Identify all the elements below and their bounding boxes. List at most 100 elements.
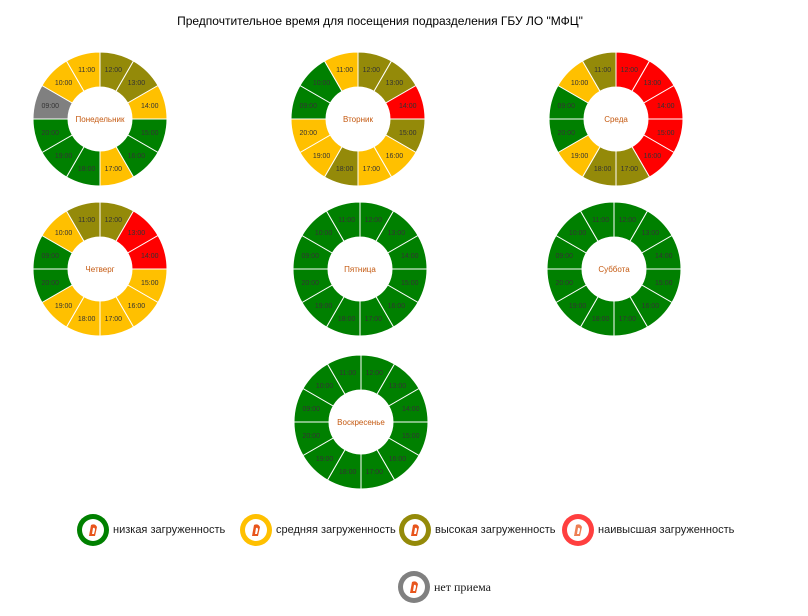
hour-label: 17:00 xyxy=(363,166,381,173)
legend-low-icon xyxy=(77,514,109,546)
hour-label: 14:00 xyxy=(141,253,159,260)
donut-1: 12:00 13:00 14:00 15:00 16:00 17:00 18:00 19:00… xyxy=(32,51,168,187)
legend-label-highest: наивысшая загруженность xyxy=(598,524,735,536)
hour-label: 19:00 xyxy=(55,153,73,160)
legend-medium-icon xyxy=(240,514,272,546)
hour-label: 20:00 xyxy=(299,130,317,137)
hour-label: 19:00 xyxy=(315,303,333,310)
day-label: Четверг xyxy=(85,265,114,274)
day-label: Пятница xyxy=(344,265,376,274)
hour-label: 13:00 xyxy=(128,80,146,87)
hour-label: 17:00 xyxy=(365,316,383,323)
hour-label: 13:00 xyxy=(386,80,404,87)
day-label: Суббота xyxy=(598,265,630,274)
hour-label: 18:00 xyxy=(339,469,357,476)
hour-label: 12:00 xyxy=(366,370,384,377)
hour-label: 11:00 xyxy=(336,67,353,74)
hour-label: 13:00 xyxy=(389,383,407,390)
hour-label: 12:00 xyxy=(365,217,383,224)
hour-label: 09:00 xyxy=(41,253,59,260)
hour-label: 16:00 xyxy=(644,153,662,160)
donut-4: 12:00 13:00 14:00 15:00 16:00 17:00 18:00 19:00… xyxy=(32,201,168,337)
hour-label: 15:00 xyxy=(141,130,159,137)
hour-label: 12:00 xyxy=(105,67,123,74)
hour-label: 20:00 xyxy=(41,280,59,287)
hour-label: 12:00 xyxy=(105,217,123,224)
hour-label: 12:00 xyxy=(363,67,381,74)
hour-label: 14:00 xyxy=(657,103,675,110)
hour-label: 16:00 xyxy=(386,153,404,160)
donut-3: 12:00 13:00 14:00 15:00 16:00 17:00 18:00 19:00… xyxy=(548,51,684,187)
legend-item-highest: наивысшая загруженность xyxy=(562,514,734,546)
donut-segment xyxy=(323,51,359,92)
hour-label: 18:00 xyxy=(594,166,612,173)
hour-label: 11:00 xyxy=(78,217,95,224)
hour-label: 19:00 xyxy=(569,303,587,310)
hour-label: 10:00 xyxy=(315,230,333,237)
hour-label: 16:00 xyxy=(128,303,146,310)
hour-label: 18:00 xyxy=(338,316,356,323)
hour-label: 10:00 xyxy=(313,80,331,87)
legend-label-low: низкая загруженность xyxy=(113,524,226,536)
hour-label: 15:00 xyxy=(141,280,159,287)
legend-item-medium: средняя загруженность xyxy=(240,514,396,546)
hour-label: 12:00 xyxy=(619,217,637,224)
legend-label-medium: средняя загруженность xyxy=(276,524,396,536)
hour-label: 20:00 xyxy=(301,280,319,287)
hour-label: 16:00 xyxy=(642,303,660,310)
hour-label: 15:00 xyxy=(401,280,419,287)
hour-label: 14:00 xyxy=(141,103,159,110)
day-label: Среда xyxy=(604,115,628,124)
hour-label: 17:00 xyxy=(366,469,384,476)
hour-label: 14:00 xyxy=(402,406,420,413)
hour-label: 19:00 xyxy=(316,456,334,463)
hour-label: 13:00 xyxy=(388,230,406,237)
hour-label: 09:00 xyxy=(299,103,317,110)
hour-label: 17:00 xyxy=(105,316,123,323)
legend-closed-icon xyxy=(398,571,430,603)
hour-label: 20:00 xyxy=(302,433,320,440)
hour-label: 09:00 xyxy=(41,103,59,110)
donut-5: 12:00 13:00 14:00 15:00 16:00 17:00 18:00 19:00… xyxy=(292,201,428,337)
hour-label: 18:00 xyxy=(592,316,610,323)
donut-6: 12:00 13:00 14:00 15:00 16:00 17:00 18:00 19:00… xyxy=(546,201,682,337)
page-title: Предпочтительное время для посещения под… xyxy=(177,14,583,28)
hour-label: 11:00 xyxy=(78,67,95,74)
hour-label: 10:00 xyxy=(571,80,589,87)
hour-label: 10:00 xyxy=(55,80,73,87)
hour-label: 13:00 xyxy=(644,80,662,87)
donut-segment xyxy=(579,201,615,242)
hour-label: 15:00 xyxy=(655,280,673,287)
hour-label: 17:00 xyxy=(621,166,639,173)
hour-label: 11:00 xyxy=(339,370,356,377)
hour-label: 10:00 xyxy=(316,383,334,390)
hour-label: 14:00 xyxy=(399,103,417,110)
hour-label: 19:00 xyxy=(571,153,589,160)
hour-label: 12:00 xyxy=(621,67,639,74)
legend-item-closed: нет приема xyxy=(398,571,491,603)
hour-label: 11:00 xyxy=(592,217,609,224)
hour-label: 09:00 xyxy=(557,103,575,110)
hour-label: 18:00 xyxy=(78,166,96,173)
donut-segment xyxy=(65,201,101,242)
hour-label: 09:00 xyxy=(301,253,319,260)
donut-segment xyxy=(65,51,101,92)
legend-highest-icon xyxy=(562,514,594,546)
legend-item-high: высокая загруженность xyxy=(399,514,555,546)
hour-label: 14:00 xyxy=(655,253,673,260)
donut-segment xyxy=(325,201,361,242)
hour-label: 18:00 xyxy=(78,316,96,323)
hour-label: 16:00 xyxy=(128,153,146,160)
hour-label: 09:00 xyxy=(555,253,573,260)
hour-label: 14:00 xyxy=(401,253,419,260)
hour-label: 10:00 xyxy=(55,230,73,237)
hour-label: 18:00 xyxy=(336,166,354,173)
donut-7: 12:00 13:00 14:00 15:00 16:00 17:00 18:00 19:00… xyxy=(293,354,429,490)
legend-high-icon xyxy=(399,514,431,546)
hour-label: 20:00 xyxy=(557,130,575,137)
hour-label: 16:00 xyxy=(388,303,406,310)
legend-label-high: высокая загруженность xyxy=(435,524,556,536)
day-label: Воскресенье xyxy=(337,418,385,427)
day-label: Вторник xyxy=(343,115,373,124)
legend-label-closed: нет приема xyxy=(434,579,491,594)
